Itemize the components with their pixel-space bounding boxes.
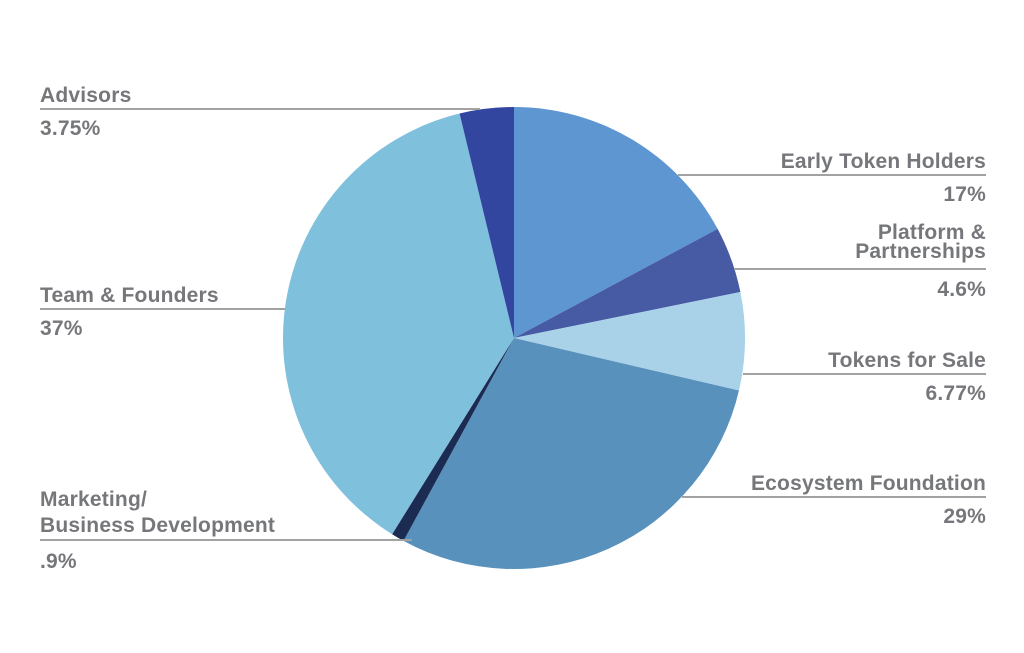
callout-platform-partnerships: Platform & Partnerships 4.6% bbox=[734, 221, 986, 302]
leader-line bbox=[678, 174, 986, 176]
slice-label: Marketing/ Business Development bbox=[40, 487, 412, 539]
slice-label-line: Marketing/ bbox=[40, 488, 148, 511]
callout-early-token-holders: Early Token Holders 17% bbox=[678, 149, 986, 207]
pie-slice-platform-partnerships bbox=[514, 228, 741, 338]
slice-label-line: Platform & bbox=[877, 221, 986, 244]
slice-label-line: Team & Founders bbox=[40, 284, 219, 307]
slice-label-line: Partnerships bbox=[855, 240, 986, 263]
slice-value: 6.77% bbox=[925, 382, 986, 405]
slice-label-line: Ecosystem Foundation bbox=[750, 472, 986, 495]
leader-line bbox=[40, 539, 412, 541]
callout-tokens-for-sale: Tokens for Sale 6.77% bbox=[743, 348, 986, 406]
pie-slice-tokens-for-sale bbox=[514, 292, 746, 391]
slice-value: 29% bbox=[943, 505, 986, 528]
leader-line bbox=[734, 268, 986, 270]
slice-label-line: Tokens for Sale bbox=[828, 349, 986, 372]
leader-line bbox=[40, 308, 285, 310]
pie-slice-early-token-holders bbox=[514, 107, 718, 338]
pie-slice-advisors bbox=[459, 107, 514, 338]
slice-label-line: Early Token Holders bbox=[780, 150, 986, 173]
callout-marketing-business-development: Marketing/ Business Development .9% bbox=[40, 487, 412, 574]
slice-label-line: Business Development bbox=[40, 514, 276, 537]
pie-slice-team-founders bbox=[283, 113, 514, 535]
slice-label: Early Token Holders bbox=[678, 149, 986, 174]
pie-slice-ecosystem-foundation bbox=[403, 338, 739, 569]
slice-label: Platform & Partnerships bbox=[734, 221, 986, 263]
slice-value: .9% bbox=[40, 550, 77, 573]
slice-label: Advisors bbox=[40, 83, 480, 108]
slice-label-line: Advisors bbox=[40, 84, 132, 107]
slice-label: Ecosystem Foundation bbox=[682, 471, 986, 496]
slice-value: 4.6% bbox=[937, 278, 986, 301]
slice-value: 37% bbox=[40, 317, 83, 340]
callout-ecosystem-foundation: Ecosystem Foundation 29% bbox=[682, 471, 986, 529]
slice-value: 17% bbox=[943, 183, 986, 206]
callout-advisors: Advisors 3.75% bbox=[40, 83, 480, 141]
slice-value: 3.75% bbox=[40, 117, 101, 140]
pie-slice-marketing-business-development bbox=[392, 338, 514, 541]
slice-label: Team & Founders bbox=[40, 283, 285, 308]
leader-line bbox=[40, 108, 480, 110]
callout-team-founders: Team & Founders 37% bbox=[40, 283, 285, 341]
leader-line bbox=[743, 373, 986, 375]
slice-label: Tokens for Sale bbox=[743, 348, 986, 373]
leader-line bbox=[682, 496, 986, 498]
